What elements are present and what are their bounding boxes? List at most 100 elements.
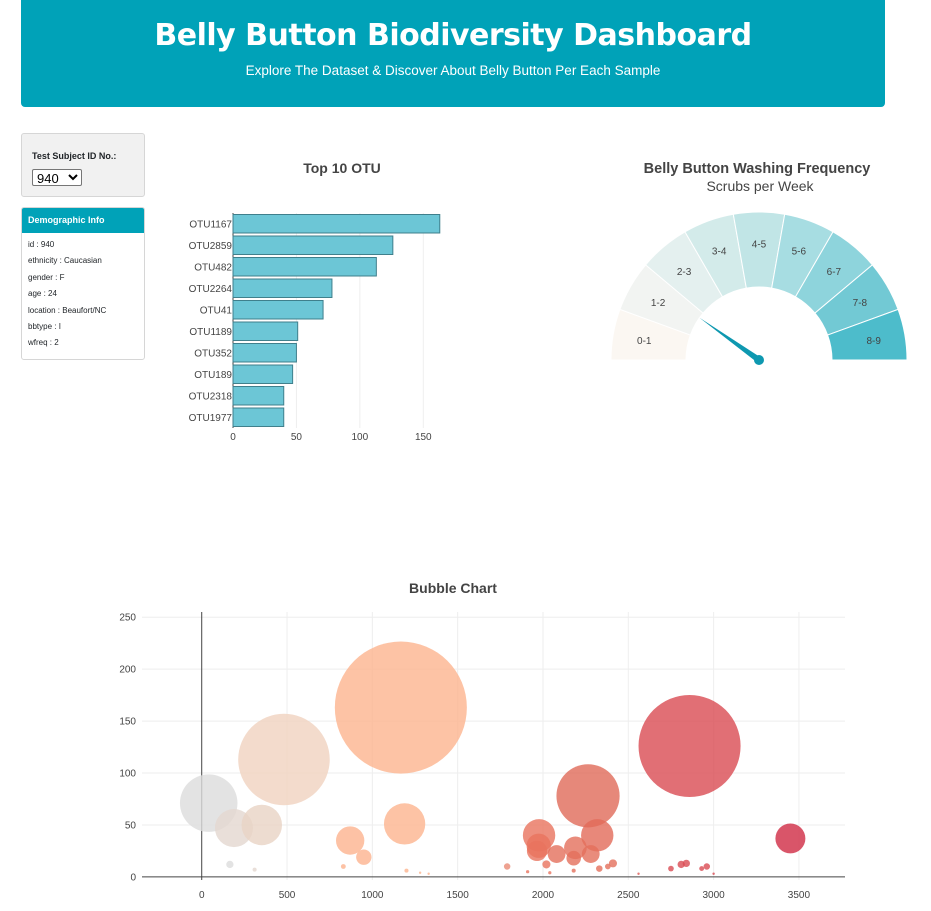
bar-category-label: OTU1977 bbox=[189, 413, 233, 424]
gauge-title: Belly Button Washing Frequency bbox=[644, 161, 871, 177]
bubble[interactable] bbox=[699, 866, 705, 872]
washing-frequency-gauge[interactable]: Belly Button Washing Frequency Scrubs pe… bbox=[605, 150, 915, 375]
bubble[interactable] bbox=[581, 845, 600, 863]
gauge-sector-label: 1-2 bbox=[651, 298, 666, 309]
bar-category-label: OTU1167 bbox=[189, 219, 232, 230]
bar[interactable] bbox=[232, 364, 294, 384]
bar-category-label: OTU2264 bbox=[189, 284, 233, 295]
bubble-y-tick-label: 150 bbox=[119, 717, 136, 728]
bubble[interactable] bbox=[238, 713, 330, 806]
bubble-x-tick-label: 0 bbox=[199, 890, 205, 901]
bubble[interactable] bbox=[252, 867, 257, 872]
gauge-sector-label: 3-4 bbox=[712, 247, 727, 258]
bubble[interactable] bbox=[581, 819, 614, 852]
bubble-chart[interactable]: Bubble Chart 0 500 1000 1500 2000 2500 3000 350… bbox=[90, 570, 870, 911]
subject-selector-label: Test Subject ID No.: bbox=[32, 151, 117, 161]
bar-chart-title: Top 10 OTU bbox=[303, 160, 381, 176]
bar[interactable] bbox=[232, 386, 285, 406]
gauge-sector-label: 4-5 bbox=[752, 240, 767, 251]
bubble[interactable] bbox=[682, 859, 690, 868]
demo-row-location: location : Beaufort/NC bbox=[28, 305, 107, 315]
bubble-y-tick-label: 100 bbox=[119, 769, 136, 780]
bar[interactable] bbox=[232, 235, 394, 255]
bar-x-tick-label: 100 bbox=[352, 432, 369, 443]
bubble[interactable] bbox=[427, 872, 430, 875]
bubble[interactable] bbox=[226, 860, 234, 869]
demo-row-wfreq: wfreq : 2 bbox=[28, 338, 59, 348]
bubble[interactable] bbox=[340, 864, 346, 869]
page-title: Belly Button Biodiversity Dashboard bbox=[154, 18, 752, 53]
bar-category-label: OTU41 bbox=[200, 305, 233, 316]
bubble[interactable] bbox=[404, 868, 409, 873]
bar[interactable] bbox=[232, 257, 377, 277]
bubble[interactable] bbox=[526, 870, 530, 874]
bubble-chart-title: Bubble Chart bbox=[409, 580, 497, 596]
bubble-x-tick-label: 3000 bbox=[702, 890, 725, 901]
bubble-x-tick-label: 1500 bbox=[447, 890, 470, 901]
bubble[interactable] bbox=[712, 872, 715, 875]
gauge-sector-label: 5-6 bbox=[792, 247, 807, 258]
bubble[interactable] bbox=[334, 641, 467, 774]
bubble[interactable] bbox=[547, 845, 566, 863]
bubble-y-tick-label: 250 bbox=[119, 613, 136, 624]
top10-otu-bar-chart[interactable]: Top 10 OTU OTU1167 OTU2859 OTU482 OTU2264 OT… bbox=[150, 145, 480, 450]
gauge-subtitle: Scrubs per Week bbox=[706, 178, 814, 194]
gauge-sector-label: 6-7 bbox=[827, 267, 842, 278]
bar-category-label: OTU352 bbox=[194, 348, 232, 359]
bubble[interactable] bbox=[571, 868, 576, 873]
bar[interactable] bbox=[232, 407, 285, 427]
bubble[interactable] bbox=[668, 865, 674, 872]
demographic-info-body: id : 940 ethnicity : Caucasian gender : … bbox=[22, 233, 144, 354]
bar[interactable] bbox=[232, 300, 324, 320]
bubble[interactable] bbox=[566, 850, 581, 866]
subject-id-select[interactable]: 940 bbox=[32, 169, 82, 186]
gauge-sector[interactable] bbox=[826, 308, 908, 361]
bar-category-label: OTU2318 bbox=[189, 391, 233, 402]
bubble[interactable] bbox=[335, 826, 365, 855]
demo-row-gender: gender : F bbox=[28, 272, 65, 282]
gauge-sector-label: 7-8 bbox=[853, 298, 868, 309]
bar[interactable] bbox=[232, 343, 297, 363]
bubble-x-tick-label: 500 bbox=[279, 890, 296, 901]
bar-x-tick-label: 0 bbox=[230, 432, 236, 443]
bar[interactable] bbox=[232, 321, 299, 341]
bubble-y-tick-label: 200 bbox=[119, 665, 136, 676]
gauge-sector-label: 0-1 bbox=[637, 336, 652, 347]
bar-category-label: OTU482 bbox=[194, 262, 232, 273]
bubble[interactable] bbox=[418, 871, 422, 874]
bubble-x-tick-label: 3500 bbox=[788, 890, 811, 901]
demographic-info-title: Demographic Info bbox=[22, 208, 144, 233]
bubble[interactable] bbox=[556, 764, 620, 828]
bubble[interactable] bbox=[604, 863, 611, 870]
bubble[interactable] bbox=[637, 872, 640, 875]
bubble[interactable] bbox=[638, 694, 741, 798]
page-subtitle: Explore The Dataset & Discover About Bel… bbox=[245, 63, 661, 78]
bubble[interactable] bbox=[503, 863, 511, 870]
page-header: Belly Button Biodiversity Dashboard Expl… bbox=[21, 0, 885, 107]
bubble[interactable] bbox=[703, 863, 711, 870]
bubble[interactable] bbox=[526, 840, 548, 862]
bubble[interactable] bbox=[241, 804, 283, 846]
bar-x-tick-label: 50 bbox=[291, 432, 303, 443]
subject-selector-card: Test Subject ID No.: 940 bbox=[21, 133, 145, 197]
bar[interactable] bbox=[232, 214, 441, 234]
bar-x-tick-label: 150 bbox=[415, 432, 432, 443]
bubble[interactable] bbox=[596, 865, 603, 872]
demo-row-ethnicity: ethnicity : Caucasian bbox=[28, 256, 102, 266]
bubble[interactable] bbox=[383, 803, 426, 845]
bubble[interactable] bbox=[548, 871, 552, 875]
demographic-info-card: Demographic Info id : 940 ethnicity : Ca… bbox=[21, 207, 145, 360]
bar[interactable] bbox=[232, 278, 333, 298]
demo-row-bbtype: bbtype : I bbox=[28, 321, 61, 331]
bubble[interactable] bbox=[775, 823, 806, 854]
demo-row-age: age : 24 bbox=[28, 289, 57, 299]
bar-category-label: OTU2859 bbox=[189, 241, 233, 252]
bubble[interactable] bbox=[356, 849, 372, 865]
bubble-x-tick-label: 1000 bbox=[361, 890, 384, 901]
bubble-y-tick-label: 0 bbox=[130, 872, 136, 883]
gauge-sector-label: 8-9 bbox=[867, 336, 882, 347]
bubble[interactable] bbox=[542, 860, 551, 869]
bubble[interactable] bbox=[608, 859, 617, 868]
gauge-needle-hub bbox=[754, 355, 764, 365]
gauge-needle bbox=[699, 317, 761, 363]
